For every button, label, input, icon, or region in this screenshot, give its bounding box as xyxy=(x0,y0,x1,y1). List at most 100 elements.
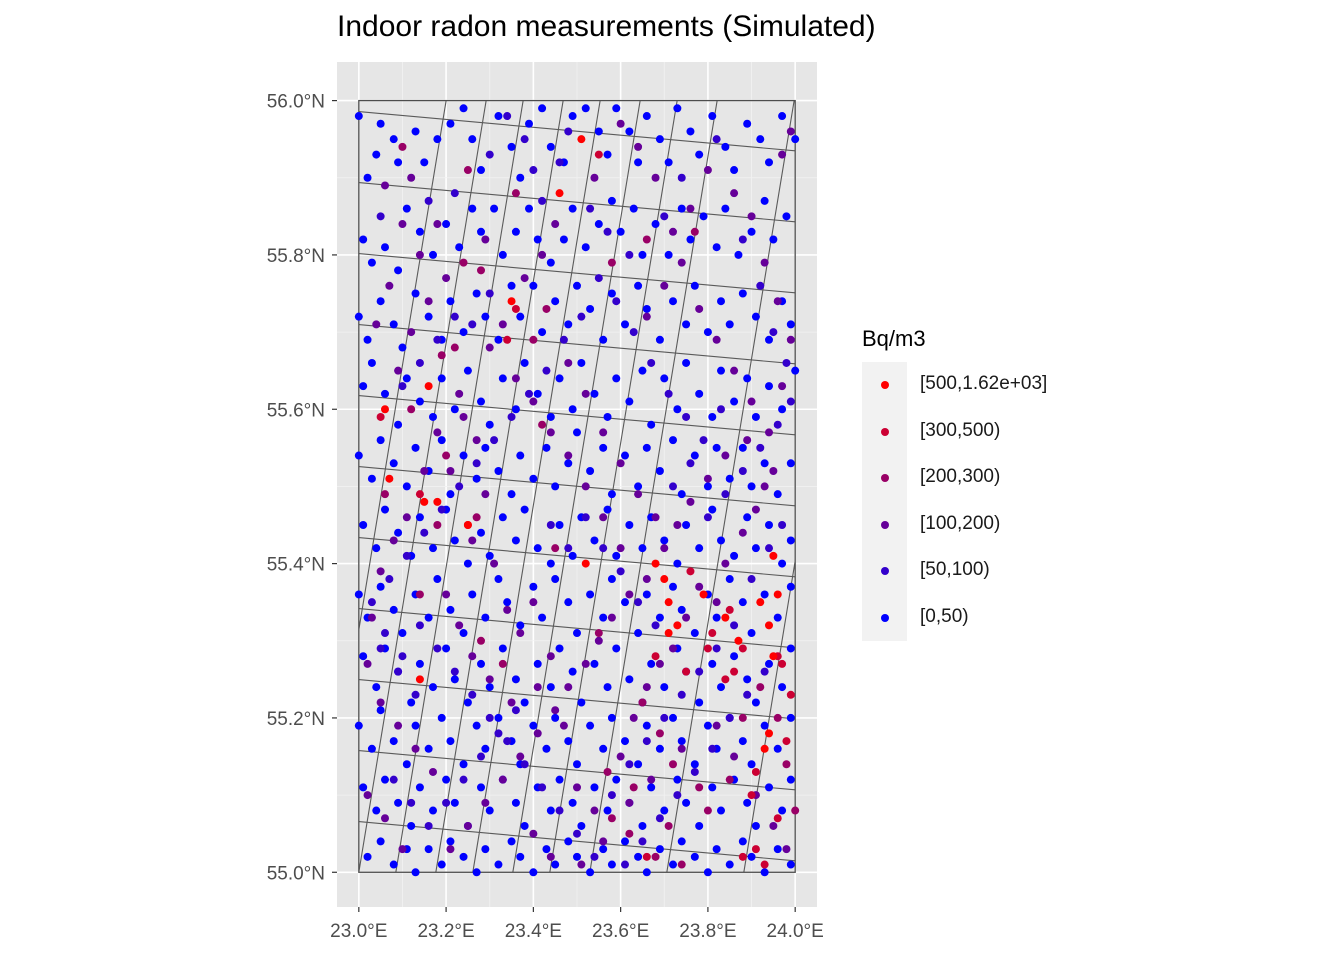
data-point xyxy=(594,220,603,229)
data-point xyxy=(450,667,459,676)
data-point xyxy=(738,713,747,722)
data-point xyxy=(551,220,560,229)
data-point xyxy=(703,513,712,522)
data-point xyxy=(655,335,664,344)
data-point xyxy=(359,235,368,244)
data-point xyxy=(751,505,760,514)
data-point xyxy=(655,845,664,854)
data-point xyxy=(599,613,608,622)
data-point xyxy=(529,474,538,483)
data-point xyxy=(647,775,656,784)
data-point xyxy=(655,613,664,622)
data-point xyxy=(477,752,485,761)
data-point xyxy=(778,150,787,159)
data-point xyxy=(655,814,664,823)
data-point xyxy=(472,513,481,522)
data-point xyxy=(786,690,795,699)
data-point xyxy=(485,289,494,298)
data-point xyxy=(712,135,721,144)
data-point xyxy=(468,590,477,599)
data-point xyxy=(778,659,787,668)
data-point xyxy=(516,852,525,861)
data-point xyxy=(385,281,394,290)
data-point xyxy=(538,104,547,113)
data-point xyxy=(682,667,691,676)
data-point xyxy=(669,644,677,653)
data-point xyxy=(516,451,525,460)
data-point xyxy=(498,374,507,383)
legend-keys: [500,1.62e+03] [300,500) [200,300) [100,200… xyxy=(862,362,1047,641)
data-point xyxy=(415,590,424,599)
data-point xyxy=(437,860,446,869)
data-point xyxy=(503,605,512,614)
data-point xyxy=(695,304,704,313)
data-point xyxy=(717,806,725,815)
legend-key xyxy=(862,501,907,548)
data-point xyxy=(559,235,568,244)
data-point xyxy=(751,821,760,830)
data-point xyxy=(498,644,507,653)
data-point xyxy=(529,868,538,877)
data-point xyxy=(660,544,669,553)
data-point xyxy=(542,366,551,375)
data-point xyxy=(446,119,455,128)
data-point xyxy=(411,868,420,877)
data-point xyxy=(616,752,625,761)
data-point xyxy=(747,482,756,491)
data-point xyxy=(381,389,389,398)
data-point xyxy=(682,613,691,622)
legend-label: [50,100) xyxy=(920,559,990,580)
data-point xyxy=(699,590,708,599)
data-point xyxy=(664,598,673,607)
data-point xyxy=(682,358,691,367)
data-point xyxy=(747,575,756,584)
data-point xyxy=(433,644,442,653)
data-point xyxy=(647,358,656,367)
data-point xyxy=(660,281,669,290)
data-point xyxy=(734,636,743,645)
data-point xyxy=(634,760,643,769)
data-point xyxy=(664,629,673,638)
data-point xyxy=(389,775,398,784)
data-point xyxy=(765,335,773,344)
data-point xyxy=(677,173,686,182)
data-point xyxy=(568,798,577,807)
data-point xyxy=(760,744,769,753)
data-point xyxy=(682,412,691,421)
data-point xyxy=(529,397,538,406)
data-point xyxy=(703,474,712,483)
graticule-line xyxy=(358,750,796,791)
data-point xyxy=(507,412,516,421)
data-point xyxy=(703,644,712,653)
data-point xyxy=(607,613,616,622)
data-point xyxy=(730,189,739,198)
data-point xyxy=(498,775,507,784)
data-point xyxy=(376,436,385,445)
data-point xyxy=(477,659,485,668)
data-point xyxy=(555,644,564,653)
data-point xyxy=(642,312,651,321)
data-point xyxy=(485,806,494,815)
data-point xyxy=(599,845,608,854)
data-point xyxy=(760,590,769,599)
data-point xyxy=(603,505,612,514)
data-point xyxy=(542,443,551,452)
data-point xyxy=(402,760,411,769)
x-tick-label: 24.0°E xyxy=(767,921,824,942)
data-point xyxy=(538,613,547,622)
data-point xyxy=(760,196,769,205)
data-point xyxy=(564,737,573,746)
data-point xyxy=(538,783,547,792)
graticule-line xyxy=(358,100,487,873)
data-point xyxy=(394,798,403,807)
data-point xyxy=(599,443,608,452)
data-point xyxy=(394,266,403,275)
data-point xyxy=(642,575,651,584)
data-point xyxy=(564,598,573,607)
data-point xyxy=(625,521,634,530)
data-point xyxy=(773,814,782,823)
data-point xyxy=(773,744,782,753)
data-point xyxy=(690,629,699,638)
data-point xyxy=(407,821,416,830)
data-point xyxy=(450,312,459,321)
